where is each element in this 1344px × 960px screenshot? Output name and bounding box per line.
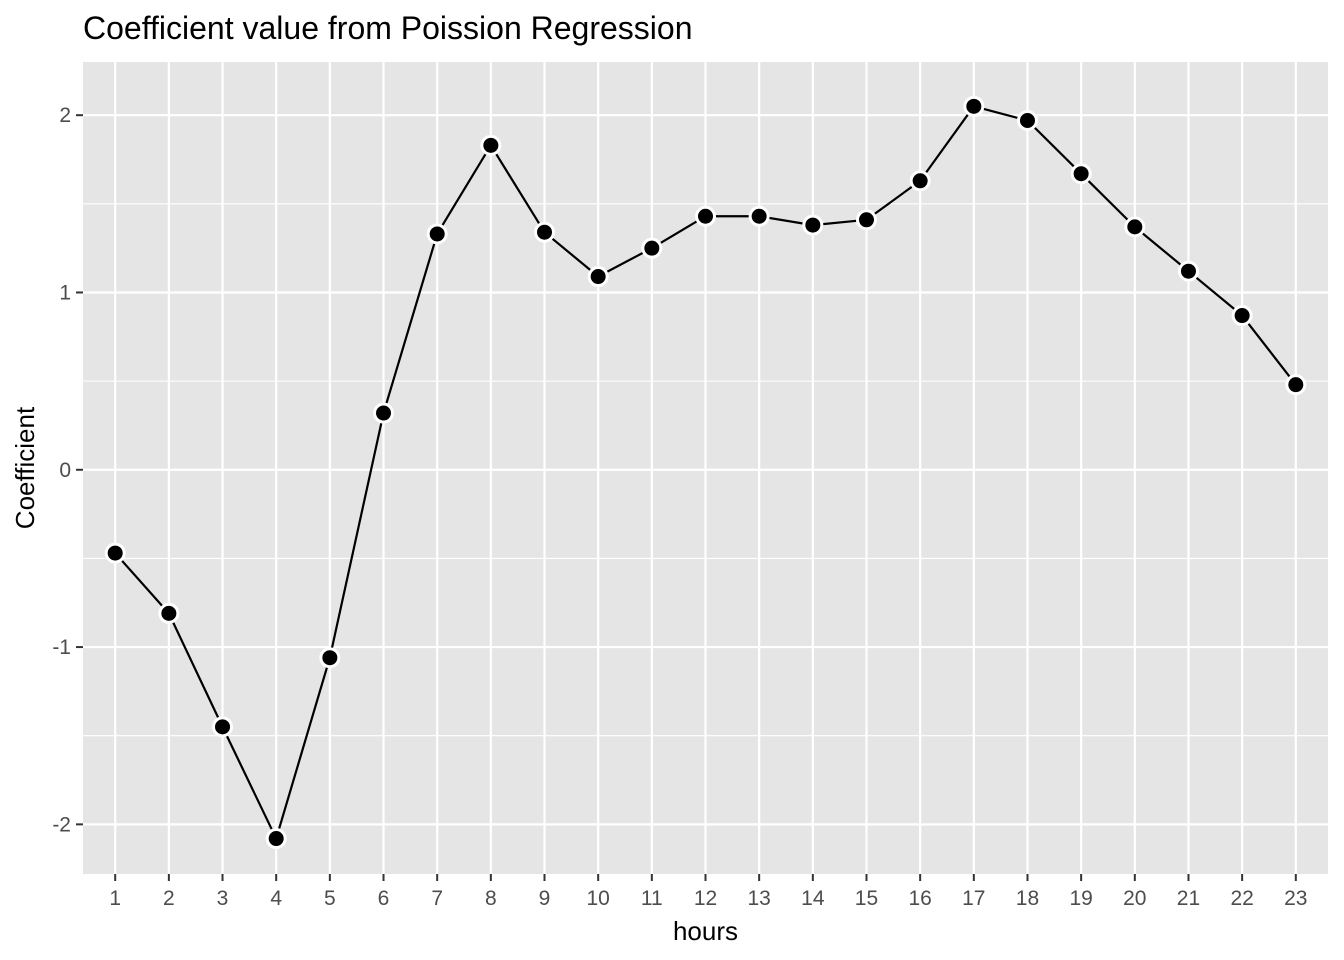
data-point bbox=[534, 221, 556, 243]
data-point bbox=[1231, 305, 1253, 327]
x-tick-label: 7 bbox=[431, 887, 443, 910]
data-point bbox=[641, 237, 663, 259]
data-point bbox=[1070, 163, 1092, 185]
major-gridlines bbox=[83, 62, 1328, 874]
x-axis-title: hours bbox=[673, 916, 738, 946]
data-point bbox=[802, 214, 824, 236]
x-tick-label: 12 bbox=[694, 887, 717, 910]
data-point bbox=[963, 95, 985, 117]
x-tick-label: 13 bbox=[747, 887, 770, 910]
data-point bbox=[104, 542, 126, 564]
data-point bbox=[373, 402, 395, 424]
y-axis-title: Coefficient bbox=[10, 406, 40, 529]
data-point bbox=[480, 134, 502, 156]
data-point bbox=[587, 266, 609, 288]
x-tick-label: 17 bbox=[962, 887, 985, 910]
x-tick-label: 3 bbox=[217, 887, 229, 910]
chart-title: Coefficient value from Poission Regressi… bbox=[83, 10, 692, 46]
data-point bbox=[855, 209, 877, 231]
data-point bbox=[319, 647, 341, 669]
y-tick-label: 1 bbox=[59, 281, 71, 304]
x-tick-label: 20 bbox=[1123, 887, 1146, 910]
data-point bbox=[748, 205, 770, 227]
y-tick-label: 0 bbox=[59, 459, 71, 482]
data-point bbox=[426, 223, 448, 245]
x-tick-label: 4 bbox=[270, 887, 282, 910]
data-point bbox=[1285, 374, 1307, 396]
x-tick-label: 1 bbox=[109, 887, 121, 910]
y-tick-label: -2 bbox=[52, 813, 71, 836]
x-tick-label: 19 bbox=[1069, 887, 1092, 910]
y-tick-label: 2 bbox=[59, 104, 71, 127]
y-axis: -2 -1 0 1 2 bbox=[52, 104, 83, 836]
x-tick-label: 6 bbox=[378, 887, 390, 910]
x-tick-label: 8 bbox=[485, 887, 497, 910]
x-tick-label: 15 bbox=[855, 887, 878, 910]
data-point bbox=[1177, 260, 1199, 282]
x-axis: 1 2 3 4 5 6 7 8 9 10 11 12 13 14 15 16 17 18 19 20 21 22 23 bbox=[109, 874, 1307, 910]
x-tick-label: 23 bbox=[1284, 887, 1307, 910]
x-tick-label: 14 bbox=[801, 887, 825, 910]
x-tick-label: 11 bbox=[641, 887, 663, 910]
y-tick-label: -1 bbox=[52, 636, 71, 659]
data-point bbox=[695, 205, 716, 227]
x-tick-label: 22 bbox=[1230, 887, 1253, 910]
data-point bbox=[1016, 110, 1038, 132]
data-point bbox=[1124, 216, 1146, 238]
data-point bbox=[212, 716, 234, 738]
x-tick-label: 9 bbox=[539, 887, 551, 910]
x-tick-label: 21 bbox=[1177, 887, 1200, 910]
x-tick-label: 16 bbox=[908, 887, 931, 910]
data-point bbox=[158, 602, 180, 624]
x-tick-label: 10 bbox=[586, 887, 609, 910]
data-point bbox=[265, 828, 287, 850]
data-points bbox=[104, 95, 1307, 850]
data-point bbox=[909, 170, 931, 192]
x-tick-label: 18 bbox=[1016, 887, 1039, 910]
x-tick-label: 2 bbox=[163, 887, 175, 910]
x-tick-label: 5 bbox=[324, 887, 336, 910]
